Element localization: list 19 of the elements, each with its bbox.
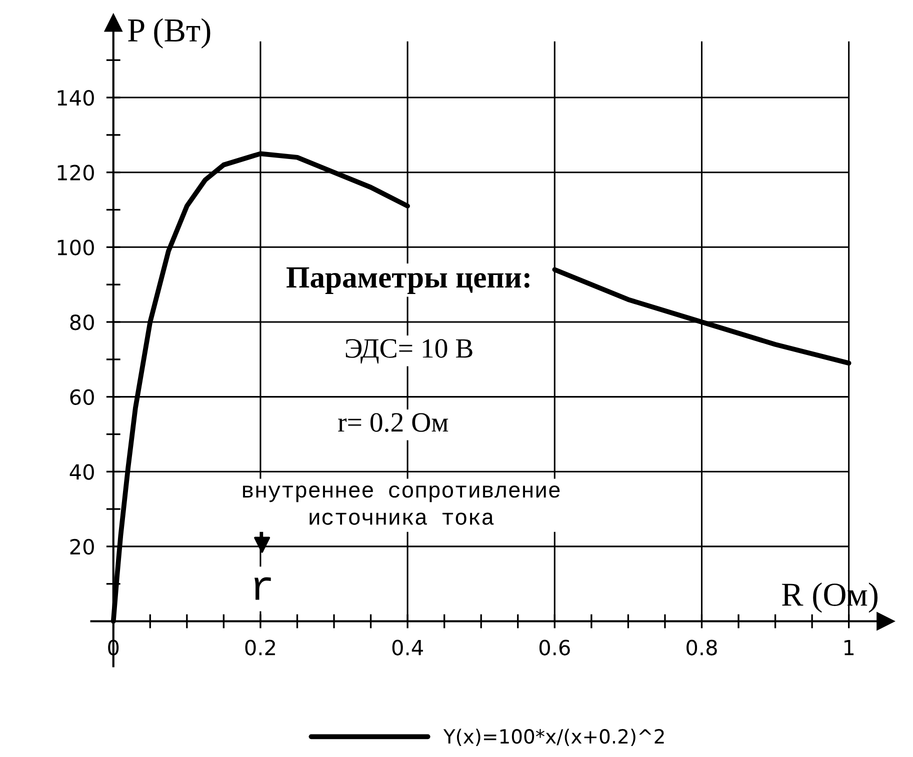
annotation: r	[254, 577, 271, 600]
x-tick-label: 0.4	[392, 640, 423, 656]
text: Y(x)=100*x/(x+0.2)^2	[443, 728, 664, 746]
x-tick-label: 0.2	[245, 640, 275, 656]
annotation: r= 0.2 Ом	[338, 413, 448, 432]
x-tick-label: 0.8	[686, 640, 717, 656]
x-tick-label: 0.6	[539, 640, 570, 656]
y-tick-label: 40	[70, 464, 94, 480]
x-tick-label: 1	[844, 640, 854, 656]
annotation: внутреннее сопротивление источника тока	[243, 485, 560, 525]
y-tick-label: 140	[58, 90, 94, 106]
y-tick-label: 100	[58, 240, 94, 256]
y-tick-label: 60	[70, 389, 94, 406]
annotation: ЭДС= 10 В	[346, 339, 472, 364]
y-axis-title: P (Вт)	[128, 18, 210, 48]
y-tick-label: 20	[70, 538, 94, 555]
y-tick-label: 80	[70, 314, 94, 330]
annotation: Параметры цепи:	[286, 267, 530, 294]
y-tick-label: 120	[58, 164, 94, 181]
